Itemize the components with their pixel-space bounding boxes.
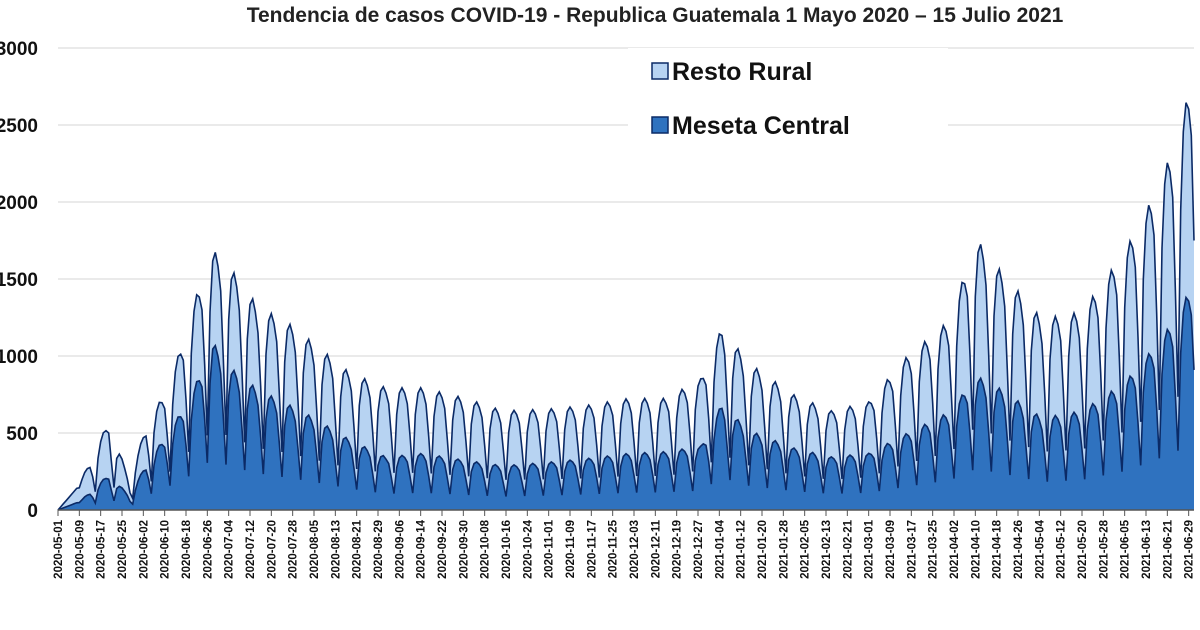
x-tick-label: 2021-03-17 [906, 520, 918, 579]
series-line-meseta-central [57, 295, 1195, 511]
x-tick-label: 2021-04-26 [1013, 520, 1025, 579]
x-axis: 2020-05-01 2020-05-09 2020-05-17 2020-05-25… [53, 509, 1196, 579]
x-tick-label: 2020-08-13 [330, 520, 342, 579]
x-tick-label: 2020-10-16 [501, 520, 513, 579]
x-tick-label: 2020-07-20 [266, 520, 278, 579]
x-tick-label: 2020-11-25 [608, 519, 620, 578]
y-tick-label: 2000 [0, 193, 38, 214]
x-tick-label: 2021-03-25 [928, 519, 940, 578]
x-tick-label: 2020-06-10 [160, 520, 172, 579]
x-tick-label: 2021-04-10 [970, 520, 982, 579]
x-tick-label: 2020-06-26 [202, 520, 214, 579]
x-tick-label: 2020-11-01 [544, 519, 556, 578]
x-tick-label: 2021-01-28 [778, 519, 790, 578]
x-tick-label: 2020-11-17 [586, 520, 598, 578]
y-tick-label: 1500 [0, 270, 38, 291]
x-tick-label: 2021-01-12 [736, 520, 748, 579]
x-tick-label: 2021-01-20 [757, 520, 769, 579]
x-tick-label: 2021-06-29 [1184, 520, 1196, 579]
x-tick-label: 2020-05-01 [53, 519, 65, 578]
x-tick-label: 2021-05-20 [1077, 520, 1089, 579]
x-tick-label: 2021-02-13 [821, 520, 833, 579]
legend-swatch [651, 116, 669, 134]
series-line-resto-rural [57, 102, 1195, 511]
x-tick-label: 2021-06-05 [1120, 519, 1132, 578]
x-tick-label: 2020-07-04 [224, 519, 236, 578]
legend: Resto Rural Meseta Central [628, 48, 948, 160]
x-tick-label: 2020-12-19 [672, 520, 684, 579]
legend-label: Meseta Central [672, 112, 850, 140]
chart-title: Tendencia de casos COVID-19 - Republica … [246, 4, 1064, 27]
x-tick-label: 2021-05-04 [1034, 519, 1046, 578]
x-tick-label: 2020-08-29 [373, 520, 385, 579]
x-tick-label: 2021-04-02 [949, 520, 961, 579]
x-tick-label: 2020-12-03 [629, 520, 641, 579]
x-tick-label: 2020-12-27 [693, 520, 705, 579]
x-tick-label: 2020-07-12 [245, 520, 257, 579]
y-axis: 0 500 1000 1500 2000 2500 3000 [0, 39, 38, 522]
x-tick-label: 2021-03-09 [885, 520, 897, 579]
x-tick-label: 2020-09-14 [416, 519, 428, 578]
y-tick-label: 1000 [0, 347, 38, 368]
x-tick-label: 2021-04-18 [992, 519, 1004, 578]
series-area-resto-rural [58, 102, 1194, 510]
x-tick-label: 2020-06-02 [138, 520, 150, 579]
x-tick-label: 2020-05-25 [117, 519, 129, 578]
x-tick-label: 2020-12-11 [650, 519, 662, 578]
x-tick-label: 2020-05-17 [96, 520, 108, 579]
x-tick-label: 2020-05-09 [74, 520, 86, 579]
x-tick-label: 2020-09-22 [437, 520, 449, 579]
x-tick-label: 2020-08-21 [352, 519, 364, 578]
area-layer [57, 102, 1195, 511]
legend-swatch [651, 62, 669, 80]
x-tick-label: 2021-06-21 [1162, 519, 1174, 578]
x-tick-label: 2020-10-08 [480, 519, 492, 578]
x-tick-label: 2020-11-09 [565, 520, 577, 578]
x-tick-label: 2021-06-13 [1141, 520, 1153, 579]
y-tick-label: 500 [6, 424, 38, 445]
x-tick-label: 2020-07-28 [288, 519, 300, 578]
x-tick-label: 2020-10-24 [522, 519, 534, 578]
y-tick-label: 2500 [0, 116, 38, 137]
x-tick-label: 2020-08-05 [309, 519, 321, 578]
x-tick-label: 2021-05-28 [1098, 519, 1110, 578]
legend-label: Resto Rural [672, 58, 812, 86]
x-tick-label: 2020-06-18 [181, 519, 193, 578]
x-tick-label: 2021-05-12 [1056, 520, 1068, 579]
series-area-meseta-central [58, 297, 1194, 510]
x-tick-label: 2021-03-01 [864, 519, 876, 578]
x-tick-label: 2020-09-30 [458, 520, 470, 579]
y-tick-label: 3000 [0, 39, 38, 60]
legend-background [628, 48, 948, 160]
x-tick-label: 2021-02-21 [842, 519, 854, 578]
x-tick-label: 2021-02-05 [800, 519, 812, 578]
x-tick-label: 2021-01-04 [714, 519, 726, 578]
y-tick-label: 0 [27, 501, 38, 522]
x-tick-label: 2020-09-06 [394, 520, 406, 579]
